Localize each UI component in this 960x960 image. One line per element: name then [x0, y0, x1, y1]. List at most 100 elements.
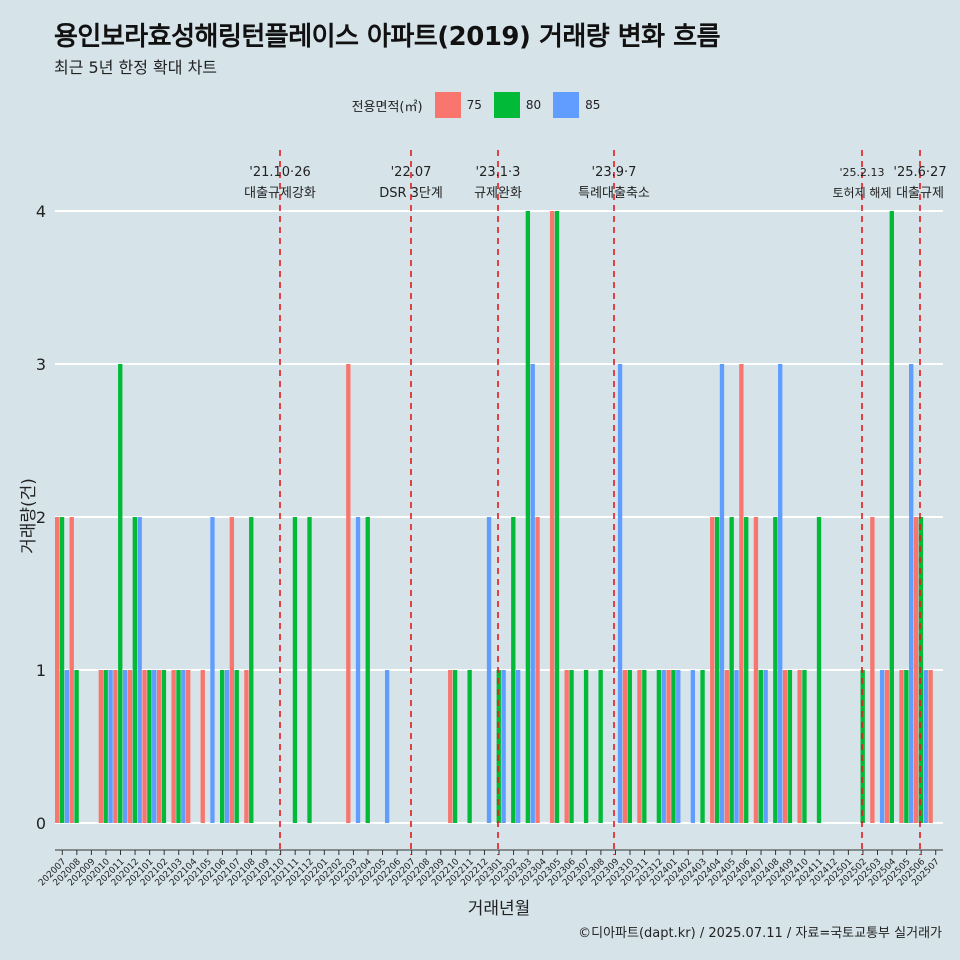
y-axis-title: 거래량(건)	[19, 478, 39, 554]
bar-75-202306	[564, 670, 569, 823]
bar-80-202111	[292, 517, 298, 823]
bar-75-202105	[200, 670, 205, 823]
legend-swatch-75	[434, 92, 461, 118]
legend-label-80: 80	[525, 98, 542, 112]
annotation-label: DSR 3단계	[379, 186, 443, 201]
bar-80-202305	[554, 211, 560, 823]
bar-75-202102	[156, 670, 162, 823]
bar-75-202507	[928, 670, 933, 823]
bar-80-202307	[583, 670, 589, 823]
bar-80-202106	[219, 670, 225, 823]
bar-75-202504	[884, 670, 890, 823]
bar-80-202407	[758, 670, 763, 823]
bar-85-202106	[224, 670, 230, 823]
bar-75-202108	[244, 670, 249, 823]
bar-75-202008	[69, 517, 74, 823]
bar-75-202103	[171, 670, 176, 823]
bar-85-202312	[661, 670, 666, 823]
bar-80-202012	[132, 517, 137, 823]
bar-80-202504	[889, 211, 894, 823]
bar-80-202011	[118, 364, 123, 823]
y-tick-label: 3	[36, 355, 46, 374]
bar-85-202007	[64, 670, 70, 823]
bar-75-202203	[346, 364, 351, 823]
bar-85-202012	[137, 517, 142, 823]
bar-75-202506	[913, 517, 919, 823]
bar-85-202506	[923, 670, 928, 823]
legend-item-75: 75	[434, 92, 486, 118]
bar-75-202401	[666, 670, 671, 823]
bar-85-202105	[210, 517, 215, 823]
bar-85-202303	[530, 364, 535, 823]
bar-85-202103	[181, 670, 186, 823]
bar-80-202409	[787, 670, 793, 823]
bar-75-202104	[186, 670, 191, 823]
bar-80-202306	[569, 670, 574, 823]
legend-swatch-85	[553, 92, 580, 118]
bar-85-202203	[355, 517, 361, 823]
bar-80-202411	[816, 517, 822, 823]
bar-75-202210	[448, 670, 453, 823]
bar-80-202108	[249, 517, 254, 823]
bar-80-202310	[627, 670, 632, 823]
bar-75-202011	[113, 670, 118, 823]
bar-80-202211	[467, 670, 472, 823]
bar-75-202107	[229, 517, 235, 823]
bar-75-202310	[622, 670, 628, 823]
legend-label-75: 75	[466, 98, 482, 112]
x-axis-title: 거래년월	[468, 899, 531, 919]
bar-75-202405	[724, 670, 729, 823]
bar-85-202301	[501, 670, 506, 823]
annotation-date: '23.9·7	[592, 165, 637, 180]
bar-80-202210	[452, 670, 458, 823]
bar-75-202012	[127, 670, 133, 823]
bar-75-202406	[739, 364, 744, 823]
bar-85-202309	[617, 364, 623, 823]
y-tick-label: 1	[36, 661, 46, 680]
bar-75-202503	[870, 517, 875, 823]
bar-80-202103	[176, 670, 181, 823]
legend-item-80: 80	[493, 92, 545, 118]
annotation-date: '22.07	[391, 165, 432, 180]
annotation-label: 규제완화	[474, 186, 522, 201]
bar-80-202302	[511, 517, 516, 823]
bar-85-202505	[909, 364, 914, 823]
bar-75-202101	[142, 670, 147, 823]
bar-80-202408	[773, 517, 778, 823]
bar-80-202505	[904, 670, 909, 823]
bar-85-202503	[879, 670, 885, 823]
bar-80-202107	[234, 670, 239, 823]
annotation-date: '21.10·26	[249, 165, 310, 180]
annotation-date: '23.1·3	[476, 165, 521, 180]
bar-80-202008	[74, 670, 79, 823]
bar-85-202405	[734, 670, 739, 823]
annotation-date: '25.2.13	[839, 166, 884, 179]
legend-swatch-80	[493, 92, 520, 118]
bar-85-202408	[778, 364, 783, 823]
bar-75-202304	[535, 517, 540, 823]
y-tick-label: 2	[36, 508, 46, 527]
bar-80-202204	[365, 517, 370, 823]
bar-80-202101	[147, 670, 152, 823]
bar-80-202401	[671, 670, 676, 823]
bar-85-202212	[486, 517, 492, 823]
bar-75-202311	[637, 670, 642, 823]
bar-80-202102	[161, 670, 167, 823]
bar-85-202302	[515, 670, 521, 823]
bar-80-202010	[103, 670, 108, 823]
bar-75-202505	[899, 670, 904, 823]
source-caption: ©디아파트(dapt.kr) / 2025.07.11 / 자료=국토교통부 실…	[578, 926, 942, 941]
bar-80-202308	[598, 670, 603, 823]
bar-80-202007	[59, 517, 65, 823]
y-tick-label: 4	[36, 202, 46, 221]
chart-title: 용인보라효성해링턴플레이스 아파트(2019) 거래량 변화 흐름	[54, 22, 721, 52]
annotation-date: '25.6·27	[893, 165, 946, 180]
bar-85-202101	[152, 670, 157, 823]
bar-80-202312	[656, 670, 662, 823]
bar-85-202205	[384, 670, 390, 823]
annotation-label: 특례대출축소	[578, 186, 650, 201]
bar-80-202403	[700, 670, 705, 823]
bar-80-202311	[642, 670, 647, 823]
annotation-label: 대출규제강화	[244, 186, 316, 201]
